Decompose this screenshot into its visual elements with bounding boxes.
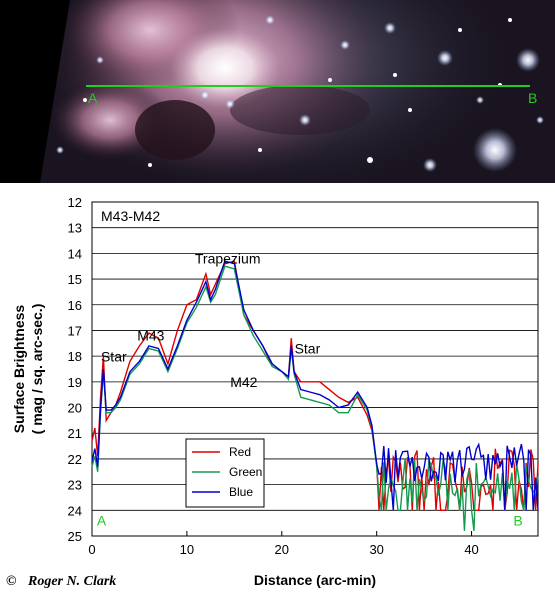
- series-line-green: [91, 265, 539, 531]
- orion-nebula-photo: A B: [0, 0, 555, 183]
- y-axis-label-line2: ( mag / sq. arc-sec.): [29, 304, 45, 435]
- chart-title: M43-M42: [101, 208, 160, 224]
- annotation: Star: [295, 341, 321, 357]
- y-tick-labels: 12 13 14 15 16 17 18 19 20 21 22 23 24 25: [68, 195, 82, 544]
- legend-box: [185, 438, 265, 508]
- annotation: B: [513, 513, 522, 529]
- legend-label-green: Green: [229, 465, 262, 479]
- y-tick-label: 19: [68, 375, 82, 390]
- y-tick-label: 25: [68, 529, 82, 544]
- x-tick-labels: 0 10 20 30 40: [88, 542, 478, 557]
- x-tick-label: 20: [275, 542, 289, 557]
- y-tick-label: 12: [68, 195, 82, 210]
- series-line-blue: [91, 260, 539, 511]
- x-tick-label: 30: [369, 542, 383, 557]
- credit: © Roger N. Clark: [6, 574, 116, 589]
- y-tick-label: 24: [68, 503, 82, 518]
- y-tick-label: 22: [68, 452, 82, 467]
- y-tick-label: 21: [68, 426, 82, 441]
- legend-label-blue: Blue: [229, 485, 253, 499]
- y-axis-label-line1: Surface Brightness: [11, 305, 27, 434]
- y-tick-label: 18: [68, 349, 82, 364]
- annotation: Trapezium: [195, 251, 261, 267]
- series-layer: [91, 260, 539, 531]
- annotation: M42: [230, 374, 257, 390]
- photo-marker-a: A: [88, 90, 98, 106]
- annotation: M43: [137, 328, 164, 344]
- annotations: Trapezium M43 Star Star M42 A B: [97, 251, 523, 529]
- x-tick-label: 40: [464, 542, 478, 557]
- y-tick-label: 23: [68, 478, 82, 493]
- annotation: A: [97, 513, 107, 529]
- y-tick-label: 13: [68, 221, 82, 236]
- y-tick-label: 15: [68, 272, 82, 287]
- x-tick-label: 10: [180, 542, 194, 557]
- x-axis-label: Distance (arc-min): [254, 572, 376, 588]
- surface-brightness-chart: 0 10 20 30 40 12 13 14 15 16 17 18 19 20 21 22 23 24 25 T…: [6, 195, 539, 589]
- photo-marker-b: B: [528, 90, 537, 106]
- y-tick-label: 14: [68, 246, 82, 261]
- annotation: Star: [101, 348, 127, 364]
- y-tick-label: 16: [68, 298, 82, 313]
- x-tick-label: 0: [88, 542, 95, 557]
- copyright-symbol: ©: [6, 574, 17, 589]
- legend: Red Green Blue: [185, 438, 265, 508]
- y-tick-label: 17: [68, 323, 82, 338]
- y-tick-label: 20: [68, 401, 82, 416]
- credit-author: Roger N. Clark: [27, 574, 116, 589]
- legend-label-red: Red: [229, 445, 251, 459]
